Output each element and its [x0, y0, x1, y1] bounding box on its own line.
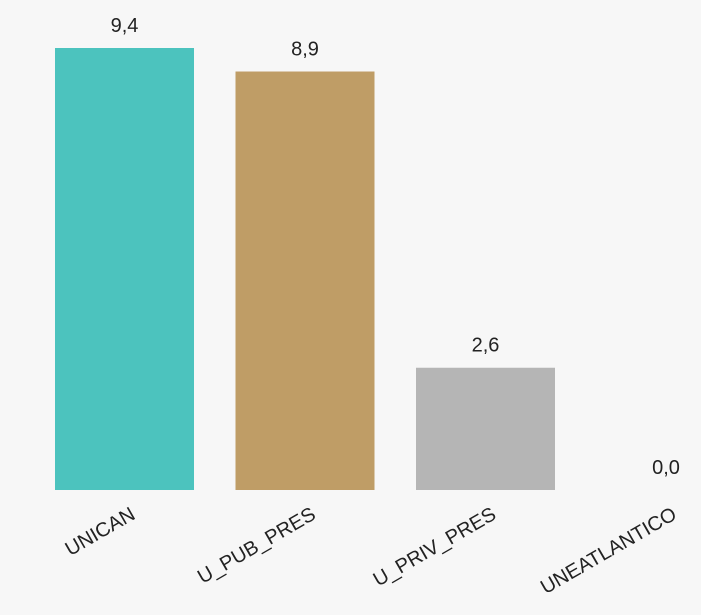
x-tick-label-u-priv-pres: U_PRIV_PRES: [370, 503, 500, 591]
value-labels-group: 9,4 8,9 2,6 0,0: [111, 15, 680, 479]
value-label-uneatlantico: 0,0: [652, 457, 680, 479]
bars-group: [55, 48, 555, 491]
value-label-u-priv-pres: 2,6: [472, 335, 500, 357]
x-tick-labels-group: UNICAN U_PUB_PRES U_PRIV_PRES UNEATLANTICO: [62, 503, 681, 599]
value-label-unican: 9,4: [111, 15, 139, 37]
x-tick-label-u-pub-pres: U_PUB_PRES: [194, 503, 320, 588]
bar-u-pub-pres: [235, 71, 375, 491]
x-tick-label-uneatlantico: UNEATLANTICO: [537, 503, 680, 599]
bar-u-priv-pres: [416, 367, 555, 490]
value-label-u-pub-pres: 8,9: [291, 39, 319, 61]
bar-unican: [55, 48, 194, 490]
x-tick-label-unican: UNICAN: [62, 503, 139, 560]
